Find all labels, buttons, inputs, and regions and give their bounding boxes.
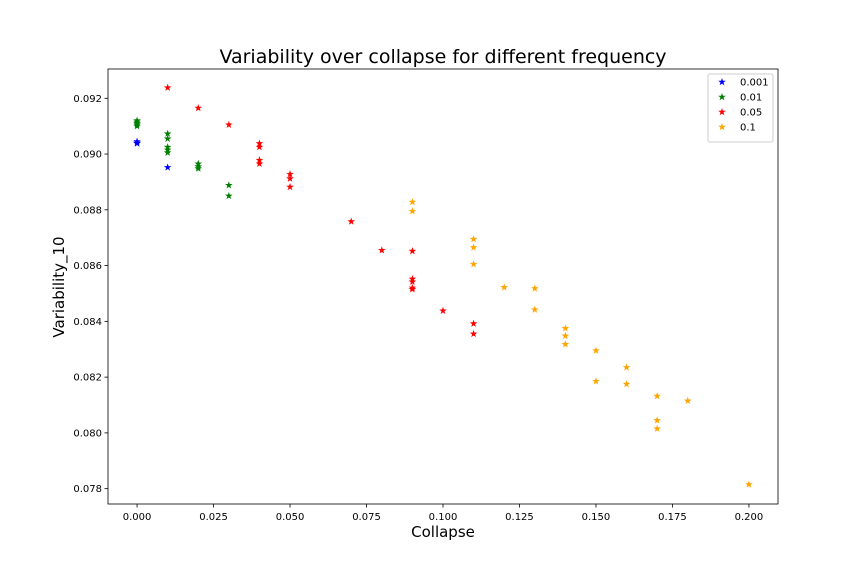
legend-marker — [718, 123, 726, 131]
x-tick-label: 0.125 — [505, 512, 534, 523]
data-point-0.05 — [408, 277, 417, 285]
data-point-0.1 — [530, 305, 539, 313]
data-point-0.1 — [561, 340, 570, 348]
data-point-0.05 — [255, 159, 264, 168]
x-tick-label: 0.200 — [735, 512, 764, 523]
data-point-0.05 — [469, 319, 478, 327]
y-axis-ticks: 0.078 0.080 0.082 0.084 0.086 0.088 0.090 0.092 — [73, 94, 108, 495]
y-axis-title: Variability_10 — [50, 236, 69, 337]
data-point-0.1 — [469, 243, 478, 251]
legend: 0.001 0.01 0.05 0.1 — [707, 73, 774, 143]
data-point-0.1 — [561, 331, 570, 340]
data-point-0.05 — [378, 246, 386, 254]
data-point-0.1 — [653, 392, 661, 400]
legend-label: 0.01 — [740, 93, 762, 104]
data-point-0.1 — [622, 363, 631, 371]
y-tick-label: 0.090 — [73, 150, 102, 161]
data-point-0.01 — [133, 122, 141, 130]
legend-marker — [718, 108, 726, 116]
data-point-0.05 — [347, 217, 356, 225]
legend-marker — [718, 93, 726, 101]
data-point-0.05 — [286, 182, 294, 191]
data-point-0.001 — [163, 163, 172, 171]
plot-area — [108, 69, 778, 504]
data-point-0.01 — [163, 129, 172, 137]
data-point-0.01 — [163, 134, 172, 142]
legend-frame — [707, 73, 774, 143]
x-tick-label: 0.025 — [199, 512, 228, 523]
data-point-0.1 — [469, 260, 478, 268]
data-point-0.05 — [255, 143, 264, 151]
data-point-0.1 — [653, 416, 661, 424]
data-point-0.05 — [255, 139, 264, 147]
data-point-0.05 — [286, 170, 294, 178]
data-point-0.01 — [225, 191, 233, 200]
data-point-0.05 — [408, 247, 417, 255]
x-tick-label: 0.175 — [658, 512, 687, 523]
data-point-0.01 — [163, 148, 172, 156]
legend-label: 0.05 — [740, 108, 762, 119]
data-point-0.1 — [408, 207, 417, 215]
data-point-0.01 — [225, 181, 233, 189]
y-tick-label: 0.078 — [73, 484, 102, 495]
legend-marker — [718, 78, 726, 86]
y-tick-label: 0.080 — [73, 428, 102, 439]
data-point-0.05 — [408, 285, 417, 293]
data-point-0.1 — [469, 235, 478, 243]
data-point-0.1 — [408, 198, 417, 206]
y-tick-label: 0.088 — [73, 205, 102, 216]
x-tick-label: 0.050 — [276, 512, 305, 523]
x-tick-label: 0.100 — [429, 512, 458, 523]
data-point-0.1 — [561, 324, 570, 332]
y-tick-label: 0.086 — [73, 261, 102, 272]
data-point-0.1 — [592, 346, 600, 354]
data-point-0.01 — [194, 164, 203, 172]
data-point-0.1 — [622, 380, 631, 388]
chart-title: Variability over collapse for different … — [219, 46, 666, 68]
data-point-0.05 — [225, 120, 233, 129]
y-tick-label: 0.092 — [73, 94, 102, 105]
data-point-0.1 — [683, 396, 692, 405]
data-point-0.1 — [530, 284, 539, 292]
data-point-0.001 — [133, 139, 141, 147]
x-tick-label: 0.150 — [582, 512, 611, 523]
legend-label: 0.001 — [740, 78, 769, 89]
x-axis-title: Collapse — [411, 523, 475, 541]
plot-frame — [107, 68, 779, 505]
data-point-0.1 — [500, 283, 508, 291]
x-tick-label: 0.075 — [352, 512, 381, 523]
data-point-0.1 — [745, 480, 753, 488]
y-tick-label: 0.082 — [73, 373, 102, 384]
data-point-0.05 — [255, 156, 264, 164]
data-point-0.05 — [469, 329, 478, 338]
x-tick-label: 0.000 — [123, 512, 152, 523]
data-point-0.05 — [194, 104, 203, 112]
y-tick-label: 0.084 — [73, 317, 102, 328]
x-axis-ticks: 0.000 0.025 0.050 0.075 0.100 0.125 0.150 0.175… — [123, 504, 764, 523]
data-point-0.1 — [653, 424, 661, 432]
data-point-0.05 — [439, 306, 447, 314]
legend-label: 0.1 — [740, 123, 756, 134]
data-point-0.05 — [163, 83, 172, 91]
data-point-0.1 — [592, 377, 600, 385]
data-points — [133, 83, 753, 488]
data-point-0.05 — [286, 174, 294, 182]
